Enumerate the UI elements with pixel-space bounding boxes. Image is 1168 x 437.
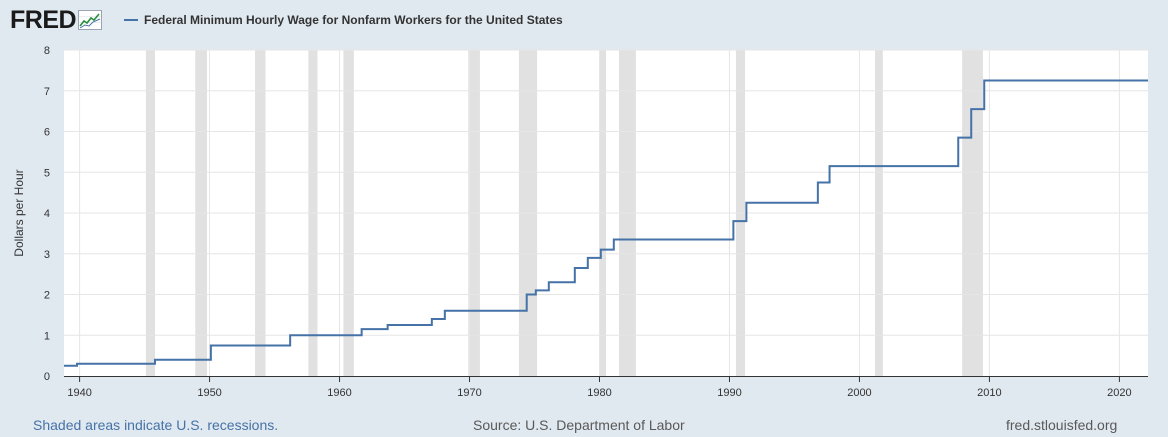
series-line-1[interactable] xyxy=(64,79,1148,367)
y-tick-label-0: 0 xyxy=(44,371,50,383)
x-tick-label-1990: 1990 xyxy=(717,387,741,399)
y-tick-label-3: 3 xyxy=(44,249,50,261)
chart-line-icon xyxy=(78,10,103,30)
y-tick-label-6: 6 xyxy=(44,127,50,139)
fred-logo-text: FRED xyxy=(10,6,77,34)
y-tick-label-5: 5 xyxy=(44,167,50,179)
legend-series-title: Federal Minimum Hourly Wage for Nonfarm … xyxy=(144,13,563,27)
x-tick-label-1980: 1980 xyxy=(587,387,611,399)
y-tick-label-7: 7 xyxy=(44,86,50,98)
recession-note[interactable]: Shaded areas indicate U.S. recessions. xyxy=(33,417,279,433)
legend-line-swatch xyxy=(124,19,138,21)
series-layer xyxy=(64,79,1148,367)
site-url[interactable]: fred.stlouisfed.org xyxy=(1006,417,1118,433)
axes: 0 1 2 3 4 5 6 7 8 1940 1950 1960 1970 1980 1990 2000 201… xyxy=(44,45,1148,399)
y-axis-label: Dollars per Hour xyxy=(12,169,26,256)
x-tick-label-2020: 2020 xyxy=(1107,387,1131,399)
fred-logo[interactable]: FRED xyxy=(10,6,103,34)
x-tick-label-1940: 1940 xyxy=(67,387,91,399)
y-tick-label-2: 2 xyxy=(44,290,50,302)
x-tick-label-2010: 2010 xyxy=(977,387,1001,399)
x-tick-label-2000: 2000 xyxy=(847,387,871,399)
x-tick-label-1970: 1970 xyxy=(457,387,481,399)
y-tick-label-1: 1 xyxy=(44,330,50,342)
source-note: Source: U.S. Department of Labor xyxy=(473,417,685,433)
y-tick-label-8: 8 xyxy=(44,45,50,57)
gridlines xyxy=(64,49,1148,376)
x-tick-label-1950: 1950 xyxy=(197,387,221,399)
minimum-wage-chart: 0 1 2 3 4 5 6 7 8 1940 1950 1960 1970 1980 1990 2000 201… xyxy=(12,45,1148,399)
chart-legend: Federal Minimum Hourly Wage for Nonfarm … xyxy=(124,12,563,28)
x-tick-label-1960: 1960 xyxy=(327,387,351,399)
chart-header: FRED Federal Minimum Hourly Wage for Non… xyxy=(0,0,1168,40)
y-tick-label-4: 4 xyxy=(44,208,50,220)
